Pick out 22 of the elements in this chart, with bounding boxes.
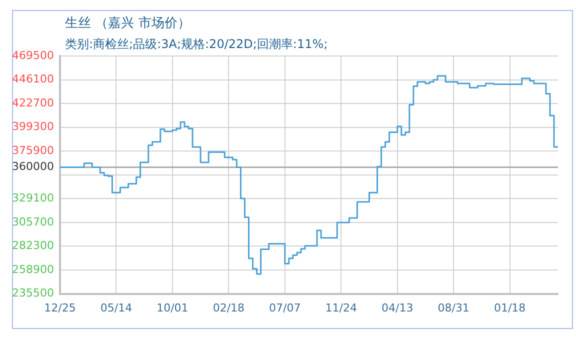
y-tick-label: 282300 (12, 239, 54, 252)
y-tick-label: 360000 (12, 160, 54, 174)
x-tick-label: 08/31 (438, 301, 470, 314)
chart-title: 生丝 （嘉兴 市场价） (65, 15, 190, 32)
x-tick-label: 07/07 (269, 301, 301, 314)
y-tick-label: 305700 (12, 215, 54, 228)
x-tick-label: 05/14 (100, 301, 132, 314)
x-tick-label: 04/13 (382, 301, 414, 314)
x-tick-label: 01/18 (494, 301, 526, 314)
y-tick-label: 329100 (12, 192, 54, 205)
x-tick-label: 02/18 (212, 301, 245, 314)
y-tick-label: 446100 (12, 72, 54, 86)
y-tick-label: 422700 (12, 96, 54, 110)
x-tick-label: 11/24 (325, 301, 357, 314)
y-tick-label: 469500 (12, 48, 54, 62)
y-tick-label: 399300 (12, 120, 54, 134)
y-tick-label: 235500 (12, 286, 54, 300)
x-tick-label: 12/25 (44, 301, 76, 314)
chart-subtitle: 类别:商检丝;品级:3A;规格:20/22D;回潮率:11%; (65, 36, 328, 53)
x-tick-label: 10/01 (156, 301, 188, 314)
y-tick-label: 375900 (12, 144, 54, 157)
y-tick-label: 258900 (12, 262, 54, 276)
